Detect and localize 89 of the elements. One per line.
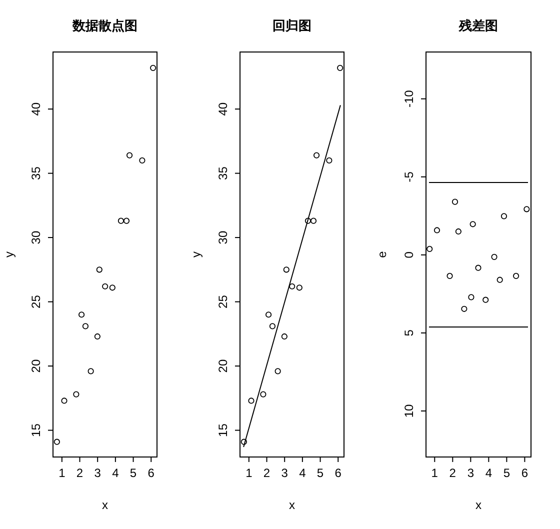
- point: [269, 323, 276, 330]
- point: [524, 206, 530, 212]
- point: [123, 218, 130, 224]
- x-tick-label: 6: [148, 466, 155, 480]
- point: [475, 264, 482, 271]
- point: [150, 64, 156, 71]
- point: [61, 398, 68, 404]
- y-tick-label: 40: [29, 102, 43, 116]
- chart-title: 数据散点图: [72, 18, 138, 34]
- point: [281, 333, 288, 340]
- point: [82, 323, 89, 330]
- point: [482, 296, 489, 303]
- point: [88, 368, 94, 374]
- y-axis-title: y: [2, 252, 16, 258]
- point: [289, 283, 296, 290]
- point: [434, 227, 440, 234]
- point: [118, 218, 124, 224]
- x-tick-label: 1: [431, 466, 438, 480]
- point: [446, 272, 453, 280]
- x-tick-label: 4: [485, 466, 492, 480]
- x-axis-title: x: [476, 498, 482, 512]
- y-tick-label: 10: [402, 404, 416, 418]
- y-tick-label: 30: [216, 230, 230, 244]
- chart-title: 回归图: [272, 19, 312, 34]
- y-tick-label: 5: [402, 329, 416, 336]
- x-tick-label: 3: [467, 466, 474, 480]
- y-tick-label: 25: [216, 294, 230, 308]
- y-axis-title: e: [375, 250, 389, 258]
- chart-title: 残差图: [458, 19, 498, 34]
- point: [426, 246, 433, 252]
- point: [126, 152, 133, 158]
- y-tick-label: 15: [29, 423, 43, 437]
- x-tick-label: 1: [58, 466, 66, 480]
- x-axis-title: x: [289, 498, 295, 512]
- point: [274, 368, 281, 374]
- point: [248, 398, 254, 404]
- point: [452, 198, 458, 205]
- y-tick-label: 0: [402, 251, 416, 258]
- x-tick-label: 5: [503, 466, 510, 480]
- x-tick-label: 3: [94, 466, 102, 480]
- point: [461, 306, 468, 312]
- y-tick-label: 35: [29, 166, 43, 180]
- point: [109, 284, 116, 291]
- y-tick-label: -5: [402, 171, 416, 182]
- y-tick-label: -10: [402, 90, 416, 108]
- y-tick-label: 40: [216, 102, 230, 116]
- point: [102, 283, 108, 290]
- point: [94, 333, 100, 340]
- x-tick-label: 4: [299, 466, 306, 480]
- point: [296, 284, 302, 291]
- y-tick-label: 20: [29, 359, 43, 373]
- x-tick-label: 5: [316, 466, 324, 480]
- x-tick-label: 1: [246, 466, 253, 480]
- y-tick-label: 35: [216, 166, 230, 180]
- y-tick-label: 30: [29, 230, 43, 244]
- y-tick-label: 15: [216, 423, 230, 437]
- point: [500, 213, 508, 220]
- point: [54, 438, 60, 445]
- point: [455, 228, 462, 235]
- x-tick-label: 4: [112, 466, 120, 480]
- point: [139, 157, 146, 164]
- point: [310, 218, 317, 224]
- y-axis-title: y: [189, 252, 203, 258]
- point: [470, 221, 476, 228]
- point: [513, 272, 520, 280]
- point: [283, 266, 290, 273]
- point: [326, 157, 332, 164]
- x-tick-label: 2: [449, 466, 456, 480]
- point: [496, 276, 503, 283]
- point: [265, 312, 272, 318]
- point: [313, 152, 320, 158]
- point: [240, 438, 247, 445]
- point: [468, 294, 474, 300]
- x-tick-label: 6: [521, 466, 528, 480]
- x-tick-label: 5: [130, 466, 137, 480]
- x-tick-label: 6: [334, 466, 342, 480]
- x-tick-label: 2: [76, 466, 84, 480]
- point: [304, 218, 312, 224]
- x-tick-label: 2: [263, 466, 270, 480]
- point: [337, 64, 344, 71]
- point: [73, 391, 80, 398]
- x-axis-title: x: [102, 498, 108, 512]
- point: [78, 312, 85, 318]
- y-tick-label: 20: [216, 359, 230, 373]
- point: [96, 266, 102, 273]
- point: [260, 391, 266, 398]
- y-tick-label: 25: [29, 294, 43, 308]
- point: [491, 254, 498, 260]
- x-tick-label: 3: [281, 466, 288, 480]
